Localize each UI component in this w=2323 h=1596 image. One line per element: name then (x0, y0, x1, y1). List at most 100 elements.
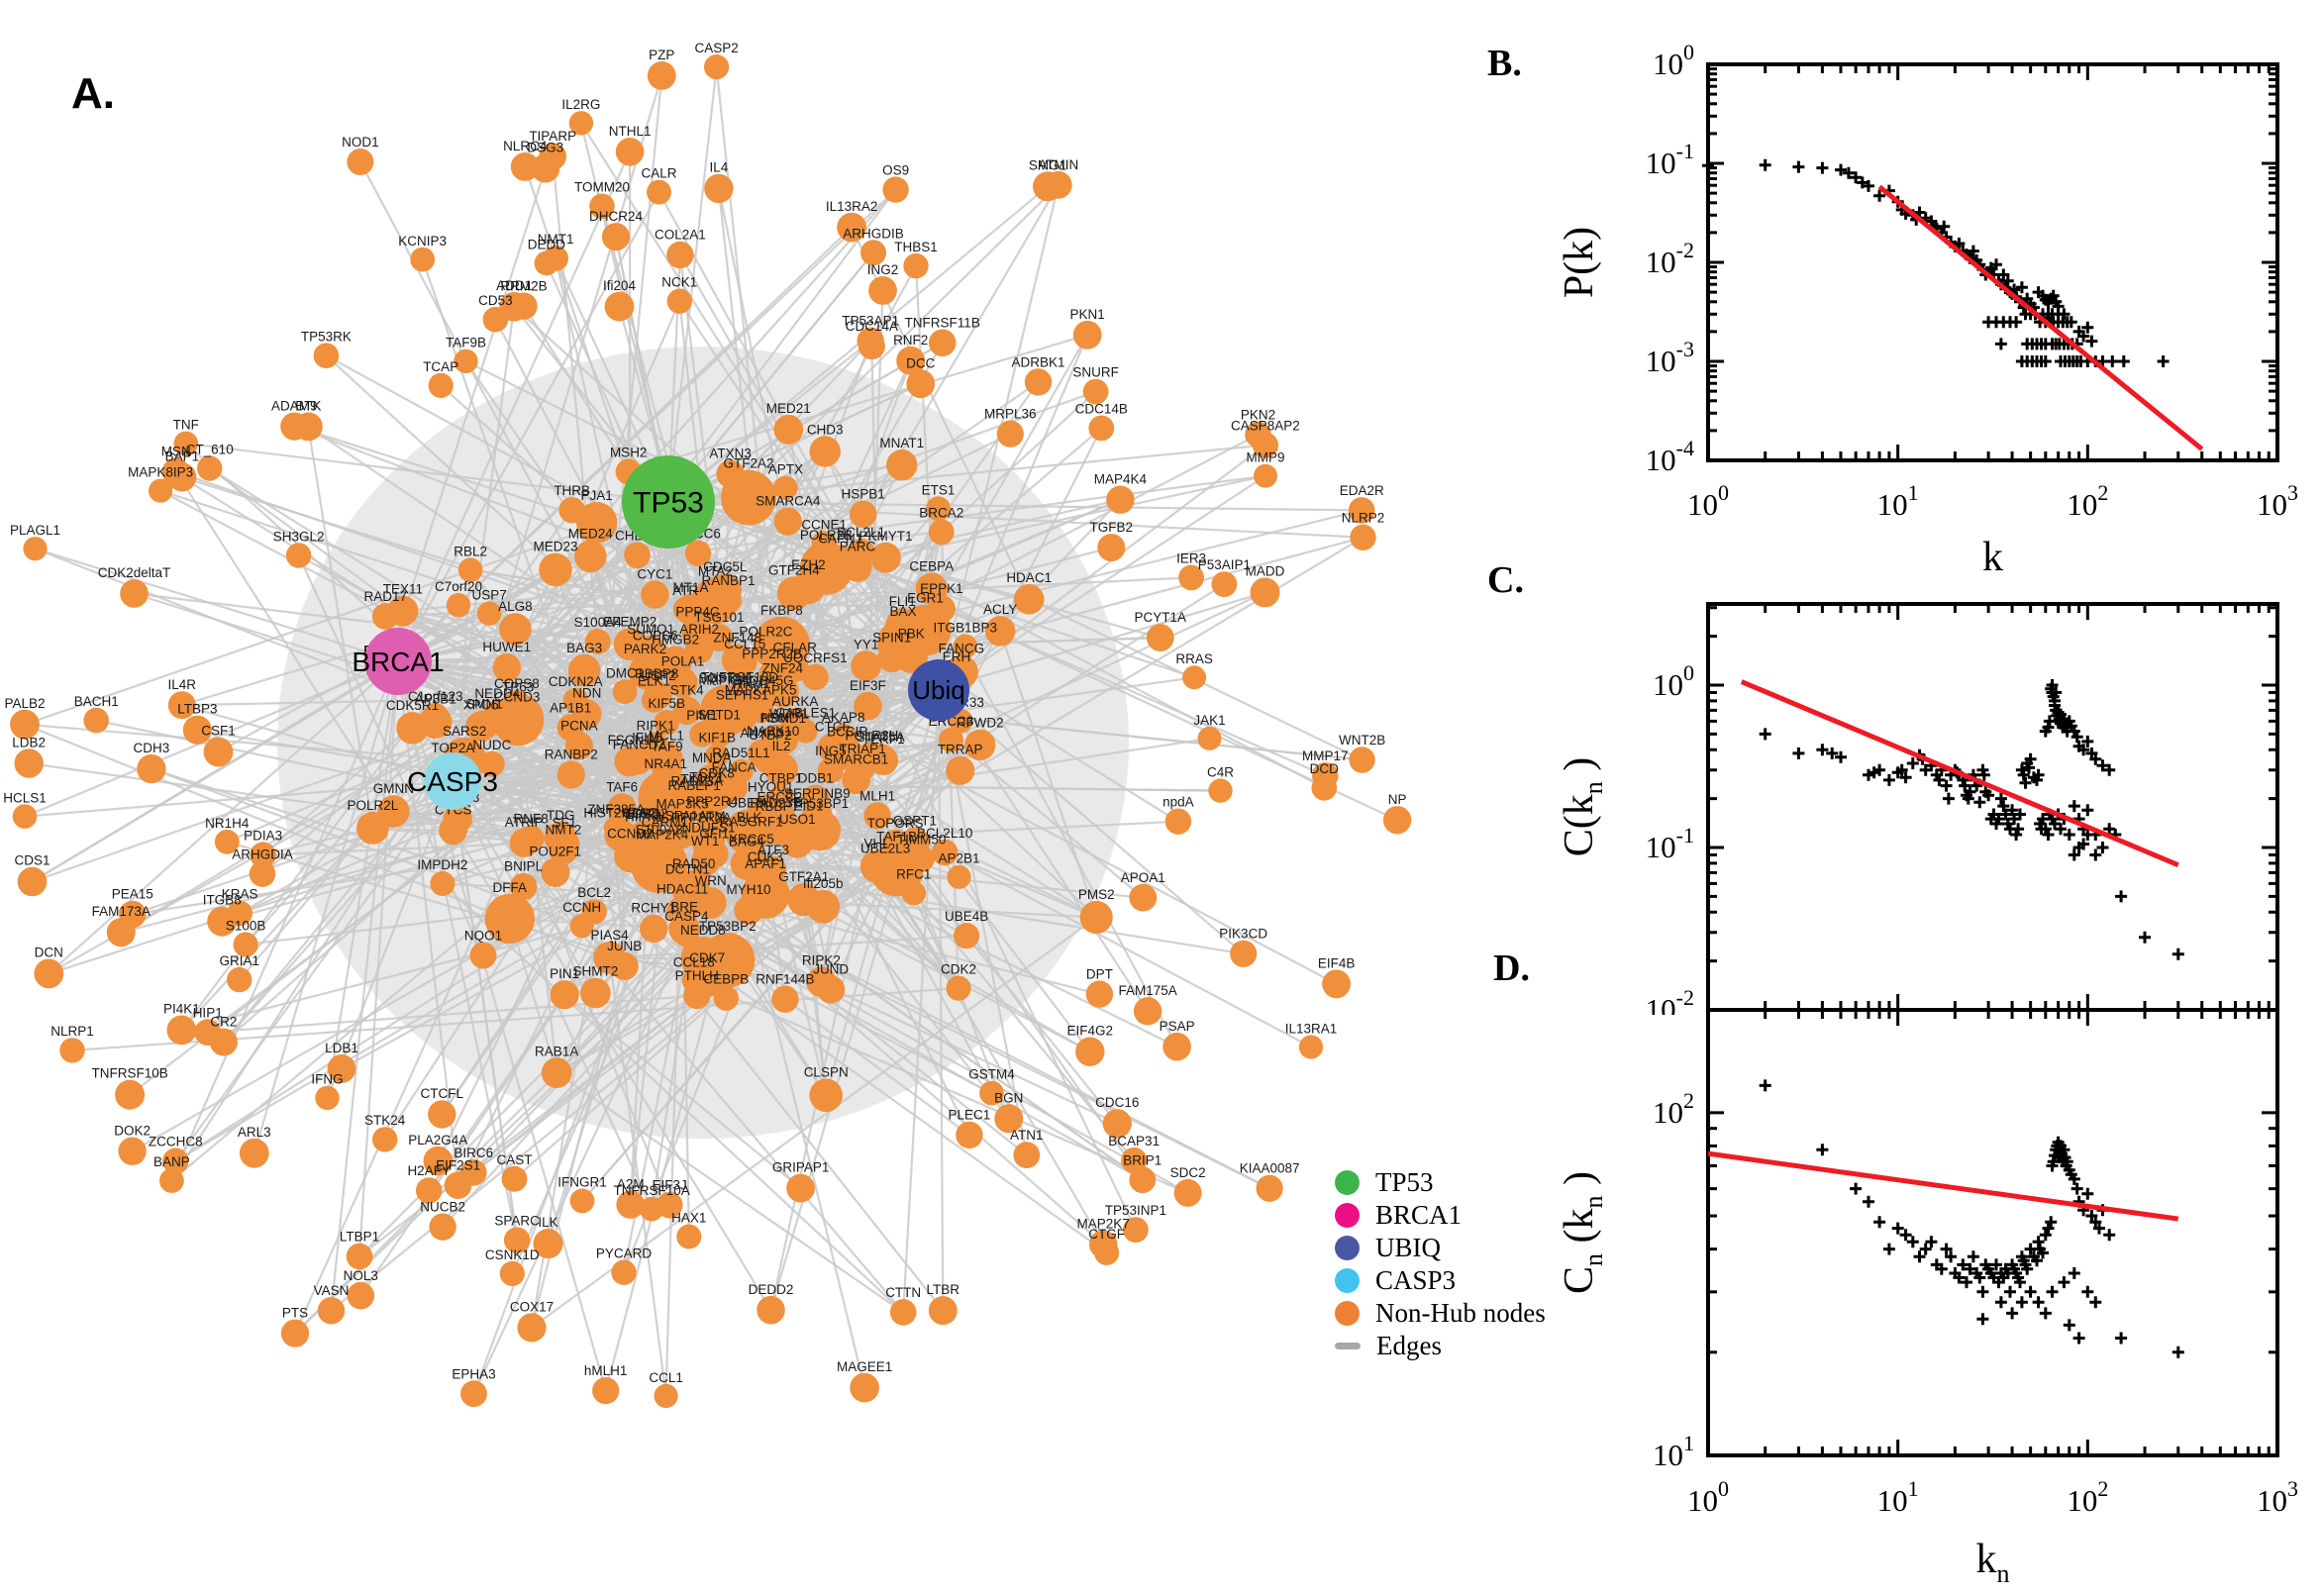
svg-text:CDK7: CDK7 (689, 950, 725, 965)
svg-text:ARIH2: ARIH2 (679, 622, 719, 637)
svg-text:TP53INP1: TP53INP1 (1105, 1203, 1166, 1218)
svg-text:SETD1: SETD1 (697, 708, 741, 723)
svg-text:TERF1: TERF1 (862, 732, 905, 747)
ubiq-hub-swatch-icon (1335, 1236, 1360, 1260)
svg-text:10-3: 10-3 (1646, 337, 1694, 378)
svg-text:WDR1: WDR1 (769, 707, 809, 722)
network-nodes (10, 54, 1412, 1408)
svg-text:LDB2: LDB2 (12, 735, 46, 749)
svg-text:SERPINB9: SERPINB9 (784, 786, 851, 801)
svg-text:PKN1: PKN1 (1070, 307, 1105, 322)
legend-label: BRCA1 (1375, 1200, 1463, 1230)
svg-text:EIF3J: EIF3J (652, 1178, 686, 1193)
svg-text:MAPKAPK5: MAPKAPK5 (725, 683, 797, 698)
svg-text:NP: NP (1388, 792, 1407, 807)
svg-text:NEDD8: NEDD8 (680, 923, 726, 938)
svg-text:MED23: MED23 (533, 540, 577, 554)
svg-text:HAX1: HAX1 (671, 1211, 706, 1226)
svg-text:CDKN2A: CDKN2A (549, 674, 603, 689)
svg-text:IL13RA2: IL13RA2 (826, 199, 878, 214)
svg-text:EFEMP2: EFEMP2 (603, 614, 656, 629)
svg-text:PZP: PZP (649, 48, 674, 62)
svg-text:DMC1: DMC1 (606, 665, 644, 680)
svg-text:BCL2L10: BCL2L10 (917, 826, 972, 841)
panel-d-label: D. (1493, 948, 1530, 989)
svg-text:KIAA0087: KIAA0087 (1240, 1161, 1300, 1176)
svg-text:POU2F1: POU2F1 (530, 845, 582, 859)
svg-text:SMN1: SMN1 (465, 696, 503, 711)
legend-label: Non-Hub nodes (1375, 1298, 1546, 1328)
svg-text:SMG1: SMG1 (1029, 157, 1066, 172)
svg-text:ERH: ERH (943, 649, 971, 664)
svg-text:STK4: STK4 (670, 683, 704, 698)
svg-text:TEX11: TEX11 (383, 582, 423, 597)
svg-text:GSTM4: GSTM4 (968, 1067, 1015, 1082)
svg-text:ILK: ILK (538, 1215, 557, 1230)
svg-text:TP63: TP63 (502, 680, 534, 695)
svg-text:SDC2: SDC2 (1170, 1165, 1206, 1180)
svg-text:ADD1: ADD1 (496, 278, 532, 293)
svg-text:HMGB2: HMGB2 (652, 633, 699, 648)
svg-text:LDB1: LDB1 (325, 1041, 358, 1055)
svg-text:CYC1: CYC1 (637, 566, 672, 581)
svg-text:SMARCA4: SMARCA4 (756, 494, 821, 509)
svg-text:MMP17: MMP17 (1302, 748, 1349, 763)
svg-text:CDK3: CDK3 (748, 849, 783, 864)
svg-text:EDA2R: EDA2R (1340, 483, 1384, 498)
svg-text:CSF1: CSF1 (201, 724, 236, 739)
svg-text:IL4R: IL4R (168, 677, 197, 692)
svg-text:FAM173A: FAM173A (92, 904, 151, 919)
svg-text:103: 103 (2257, 480, 2298, 522)
svg-text:S100A8: S100A8 (636, 822, 683, 837)
svg-text:BCL2: BCL2 (577, 885, 611, 900)
svg-text:EIF3F: EIF3F (850, 678, 886, 693)
svg-text:PI4K1: PI4K1 (163, 1002, 200, 1017)
svg-text:TK1: TK1 (680, 771, 705, 786)
y-tick-labels: 100 10-1 10-2 10-3 10-4 (1646, 40, 1694, 477)
svg-text:CT_610: CT_610 (186, 442, 234, 456)
svg-text:PDIA3: PDIA3 (244, 828, 282, 843)
svg-text:HCLS1: HCLS1 (3, 790, 47, 805)
svg-text:CCL18: CCL18 (673, 954, 715, 969)
svg-text:10-1: 10-1 (1646, 139, 1694, 180)
svg-text:TRIAP1: TRIAP1 (839, 742, 885, 756)
svg-text:KCNIP3: KCNIP3 (398, 234, 447, 249)
svg-text:MRPL36: MRPL36 (984, 407, 1037, 422)
svg-text:PARK2: PARK2 (624, 642, 666, 656)
svg-text:CLSPN: CLSPN (804, 1065, 849, 1080)
legend-item-tp53: TP53 (1335, 1166, 1546, 1199)
svg-text:BAP1: BAP1 (165, 449, 200, 464)
svg-text:C4R: C4R (1207, 764, 1234, 779)
svg-text:HDAC11: HDAC11 (656, 882, 708, 897)
svg-text:NMT1: NMT1 (538, 232, 574, 247)
svg-text:IL2RG: IL2RG (561, 97, 600, 112)
svg-text:POLR2L: POLR2L (348, 798, 399, 813)
legend-item-nonhub: Non-Hub nodes (1335, 1297, 1546, 1330)
svg-text:BAG3: BAG3 (566, 641, 602, 655)
svg-text:CASP4: CASP4 (664, 909, 709, 924)
svg-text:AP1B1: AP1B1 (550, 700, 591, 715)
svg-text:ITGB1BP3: ITGB1BP3 (934, 620, 998, 635)
svg-text:TRRAP: TRRAP (938, 743, 983, 757)
svg-text:MAPK11: MAPK11 (698, 673, 750, 688)
legend-label: UBIQ (1375, 1233, 1441, 1262)
svg-text:P53AIP1: P53AIP1 (1198, 557, 1251, 572)
svg-text:NTHL1: NTHL1 (609, 124, 652, 139)
svg-text:KRAS: KRAS (222, 887, 258, 902)
svg-text:FLI1: FLI1 (889, 594, 916, 609)
svg-text:RRM2B: RRM2B (500, 279, 547, 294)
svg-text:CTBP1: CTBP1 (759, 771, 803, 786)
power-law-fit-line (1740, 679, 2179, 868)
hub-node-tp53: TP53 (622, 455, 715, 549)
svg-text:THRB: THRB (554, 483, 590, 498)
svg-text:HDAC1: HDAC1 (1006, 570, 1052, 585)
svg-text:NUCB2: NUCB2 (420, 1200, 465, 1215)
svg-text:NQO1: NQO1 (464, 929, 502, 944)
svg-text:PPP4C: PPP4C (675, 605, 720, 620)
svg-text:IMPDH2: IMPDH2 (417, 857, 467, 872)
svg-text:GADD45G: GADD45G (730, 673, 794, 688)
y-axis-label: P(k) (1557, 227, 1602, 298)
svg-text:JUND: JUND (813, 961, 849, 976)
svg-text:AKAP8: AKAP8 (822, 710, 865, 725)
svg-text:NLRP1: NLRP1 (50, 1024, 94, 1039)
